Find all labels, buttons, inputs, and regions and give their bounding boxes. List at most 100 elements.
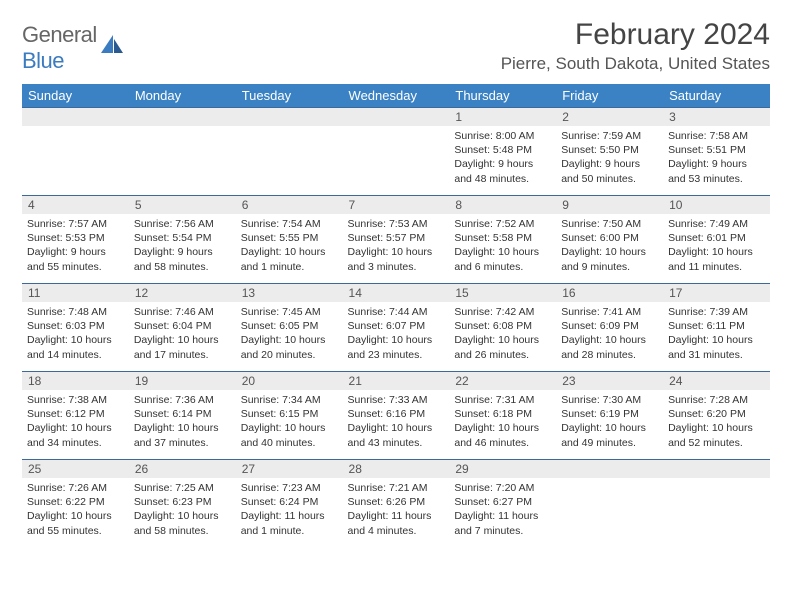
day-number: 4 bbox=[22, 196, 129, 214]
day-number bbox=[556, 460, 663, 478]
cell-detail: Sunrise: 7:38 AMSunset: 6:12 PMDaylight:… bbox=[22, 390, 129, 454]
calendar-cell: 28Sunrise: 7:21 AMSunset: 6:26 PMDayligh… bbox=[343, 460, 450, 548]
calendar-cell: 24Sunrise: 7:28 AMSunset: 6:20 PMDayligh… bbox=[663, 372, 770, 460]
cell-detail: Sunrise: 7:54 AMSunset: 5:55 PMDaylight:… bbox=[236, 214, 343, 278]
day-number: 16 bbox=[556, 284, 663, 302]
cell-detail: Sunrise: 7:42 AMSunset: 6:08 PMDaylight:… bbox=[449, 302, 556, 366]
calendar-cell: 21Sunrise: 7:33 AMSunset: 6:16 PMDayligh… bbox=[343, 372, 450, 460]
calendar-table: SundayMondayTuesdayWednesdayThursdayFrid… bbox=[22, 84, 770, 548]
day-number: 18 bbox=[22, 372, 129, 390]
day-number: 3 bbox=[663, 108, 770, 126]
day-number: 22 bbox=[449, 372, 556, 390]
day-header: Wednesday bbox=[343, 84, 450, 108]
day-number: 1 bbox=[449, 108, 556, 126]
cell-detail: Sunrise: 7:36 AMSunset: 6:14 PMDaylight:… bbox=[129, 390, 236, 454]
calendar-cell: 1Sunrise: 8:00 AMSunset: 5:48 PMDaylight… bbox=[449, 108, 556, 196]
cell-detail: Sunrise: 7:45 AMSunset: 6:05 PMDaylight:… bbox=[236, 302, 343, 366]
day-header: Monday bbox=[129, 84, 236, 108]
calendar-cell: 18Sunrise: 7:38 AMSunset: 6:12 PMDayligh… bbox=[22, 372, 129, 460]
calendar-cell: 10Sunrise: 7:49 AMSunset: 6:01 PMDayligh… bbox=[663, 196, 770, 284]
day-number bbox=[663, 460, 770, 478]
calendar-cell: 27Sunrise: 7:23 AMSunset: 6:24 PMDayligh… bbox=[236, 460, 343, 548]
calendar-cell: 11Sunrise: 7:48 AMSunset: 6:03 PMDayligh… bbox=[22, 284, 129, 372]
day-number: 17 bbox=[663, 284, 770, 302]
day-number: 26 bbox=[129, 460, 236, 478]
calendar-cell: 6Sunrise: 7:54 AMSunset: 5:55 PMDaylight… bbox=[236, 196, 343, 284]
logo-sail-icon bbox=[99, 33, 125, 60]
header: General Blue February 2024 Pierre, South… bbox=[22, 18, 770, 74]
cell-detail: Sunrise: 7:31 AMSunset: 6:18 PMDaylight:… bbox=[449, 390, 556, 454]
day-number bbox=[236, 108, 343, 126]
calendar-cell: 8Sunrise: 7:52 AMSunset: 5:58 PMDaylight… bbox=[449, 196, 556, 284]
day-number: 2 bbox=[556, 108, 663, 126]
calendar-cell bbox=[236, 108, 343, 196]
logo-text-blue: Blue bbox=[22, 48, 64, 73]
calendar-week-row: 25Sunrise: 7:26 AMSunset: 6:22 PMDayligh… bbox=[22, 460, 770, 548]
calendar-cell: 3Sunrise: 7:58 AMSunset: 5:51 PMDaylight… bbox=[663, 108, 770, 196]
day-number: 28 bbox=[343, 460, 450, 478]
cell-detail: Sunrise: 7:59 AMSunset: 5:50 PMDaylight:… bbox=[556, 126, 663, 190]
day-number: 24 bbox=[663, 372, 770, 390]
calendar-cell: 23Sunrise: 7:30 AMSunset: 6:19 PMDayligh… bbox=[556, 372, 663, 460]
day-number bbox=[343, 108, 450, 126]
calendar-cell bbox=[129, 108, 236, 196]
day-number: 11 bbox=[22, 284, 129, 302]
calendar-week-row: 4Sunrise: 7:57 AMSunset: 5:53 PMDaylight… bbox=[22, 196, 770, 284]
day-number: 13 bbox=[236, 284, 343, 302]
calendar-body: 1Sunrise: 8:00 AMSunset: 5:48 PMDaylight… bbox=[22, 108, 770, 548]
calendar-cell: 25Sunrise: 7:26 AMSunset: 6:22 PMDayligh… bbox=[22, 460, 129, 548]
calendar-cell: 17Sunrise: 7:39 AMSunset: 6:11 PMDayligh… bbox=[663, 284, 770, 372]
cell-detail: Sunrise: 7:39 AMSunset: 6:11 PMDaylight:… bbox=[663, 302, 770, 366]
calendar-cell bbox=[343, 108, 450, 196]
logo: General Blue bbox=[22, 22, 125, 74]
day-number: 23 bbox=[556, 372, 663, 390]
cell-detail: Sunrise: 8:00 AMSunset: 5:48 PMDaylight:… bbox=[449, 126, 556, 190]
calendar-header-row: SundayMondayTuesdayWednesdayThursdayFrid… bbox=[22, 84, 770, 108]
day-number: 10 bbox=[663, 196, 770, 214]
cell-detail: Sunrise: 7:46 AMSunset: 6:04 PMDaylight:… bbox=[129, 302, 236, 366]
calendar-cell: 29Sunrise: 7:20 AMSunset: 6:27 PMDayligh… bbox=[449, 460, 556, 548]
day-number bbox=[22, 108, 129, 126]
cell-detail: Sunrise: 7:34 AMSunset: 6:15 PMDaylight:… bbox=[236, 390, 343, 454]
cell-detail: Sunrise: 7:20 AMSunset: 6:27 PMDaylight:… bbox=[449, 478, 556, 542]
day-header: Friday bbox=[556, 84, 663, 108]
day-number: 8 bbox=[449, 196, 556, 214]
calendar-cell: 26Sunrise: 7:25 AMSunset: 6:23 PMDayligh… bbox=[129, 460, 236, 548]
day-number: 20 bbox=[236, 372, 343, 390]
logo-text: General Blue bbox=[22, 22, 97, 74]
calendar-cell: 20Sunrise: 7:34 AMSunset: 6:15 PMDayligh… bbox=[236, 372, 343, 460]
day-number: 21 bbox=[343, 372, 450, 390]
title-block: February 2024 Pierre, South Dakota, Unit… bbox=[501, 18, 770, 74]
cell-detail: Sunrise: 7:49 AMSunset: 6:01 PMDaylight:… bbox=[663, 214, 770, 278]
cell-detail: Sunrise: 7:30 AMSunset: 6:19 PMDaylight:… bbox=[556, 390, 663, 454]
day-number: 15 bbox=[449, 284, 556, 302]
cell-detail: Sunrise: 7:58 AMSunset: 5:51 PMDaylight:… bbox=[663, 126, 770, 190]
cell-detail: Sunrise: 7:53 AMSunset: 5:57 PMDaylight:… bbox=[343, 214, 450, 278]
day-number: 14 bbox=[343, 284, 450, 302]
calendar-cell: 2Sunrise: 7:59 AMSunset: 5:50 PMDaylight… bbox=[556, 108, 663, 196]
calendar-cell: 9Sunrise: 7:50 AMSunset: 6:00 PMDaylight… bbox=[556, 196, 663, 284]
cell-detail: Sunrise: 7:50 AMSunset: 6:00 PMDaylight:… bbox=[556, 214, 663, 278]
cell-detail: Sunrise: 7:57 AMSunset: 5:53 PMDaylight:… bbox=[22, 214, 129, 278]
cell-detail: Sunrise: 7:25 AMSunset: 6:23 PMDaylight:… bbox=[129, 478, 236, 542]
day-header: Thursday bbox=[449, 84, 556, 108]
calendar-cell: 7Sunrise: 7:53 AMSunset: 5:57 PMDaylight… bbox=[343, 196, 450, 284]
day-number: 12 bbox=[129, 284, 236, 302]
cell-detail: Sunrise: 7:28 AMSunset: 6:20 PMDaylight:… bbox=[663, 390, 770, 454]
day-number: 19 bbox=[129, 372, 236, 390]
cell-detail: Sunrise: 7:21 AMSunset: 6:26 PMDaylight:… bbox=[343, 478, 450, 542]
calendar-cell: 5Sunrise: 7:56 AMSunset: 5:54 PMDaylight… bbox=[129, 196, 236, 284]
calendar-cell: 19Sunrise: 7:36 AMSunset: 6:14 PMDayligh… bbox=[129, 372, 236, 460]
calendar-cell: 14Sunrise: 7:44 AMSunset: 6:07 PMDayligh… bbox=[343, 284, 450, 372]
day-number: 7 bbox=[343, 196, 450, 214]
day-number bbox=[129, 108, 236, 126]
calendar-cell bbox=[663, 460, 770, 548]
cell-detail: Sunrise: 7:26 AMSunset: 6:22 PMDaylight:… bbox=[22, 478, 129, 542]
calendar-cell: 12Sunrise: 7:46 AMSunset: 6:04 PMDayligh… bbox=[129, 284, 236, 372]
day-header: Saturday bbox=[663, 84, 770, 108]
cell-detail: Sunrise: 7:56 AMSunset: 5:54 PMDaylight:… bbox=[129, 214, 236, 278]
calendar-week-row: 1Sunrise: 8:00 AMSunset: 5:48 PMDaylight… bbox=[22, 108, 770, 196]
calendar-cell: 15Sunrise: 7:42 AMSunset: 6:08 PMDayligh… bbox=[449, 284, 556, 372]
calendar-cell: 16Sunrise: 7:41 AMSunset: 6:09 PMDayligh… bbox=[556, 284, 663, 372]
day-header: Tuesday bbox=[236, 84, 343, 108]
